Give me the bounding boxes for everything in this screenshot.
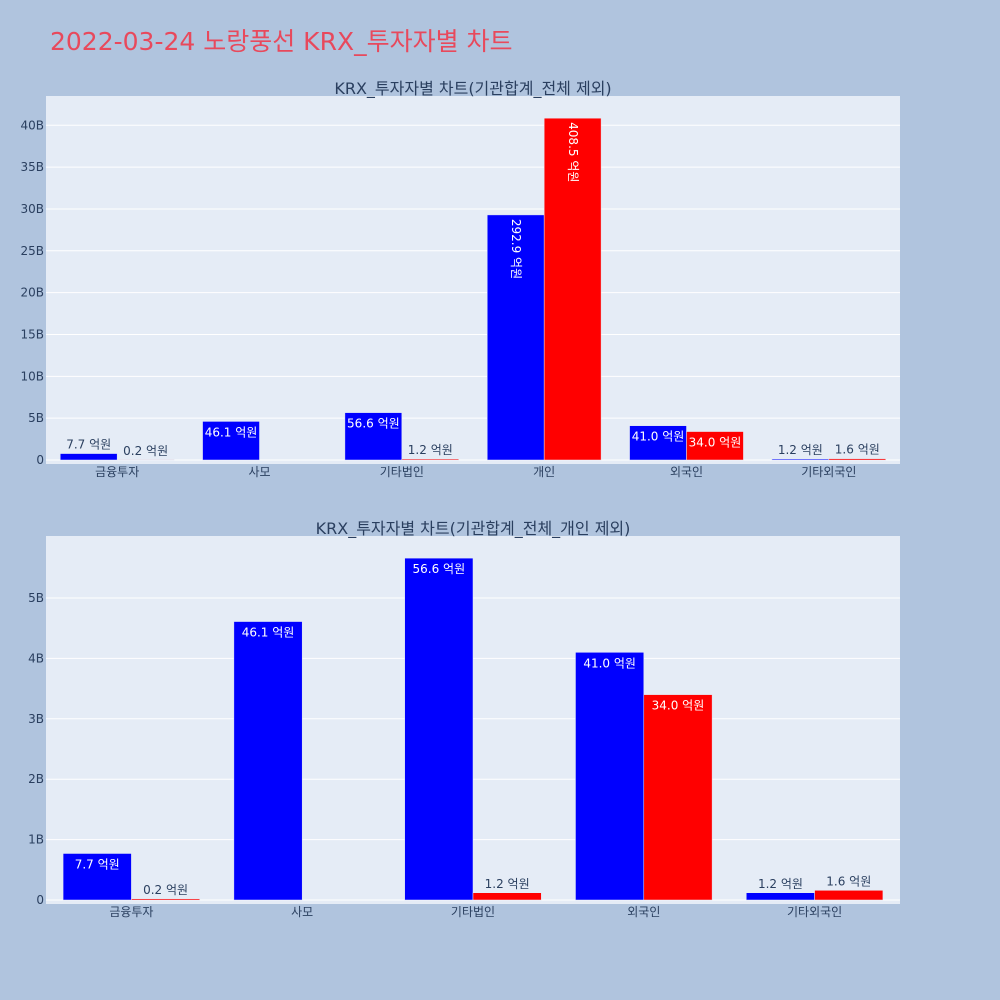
data-label: 1.2 억원 <box>485 877 530 891</box>
y-tick-label: 40B <box>20 118 44 132</box>
y-tick-label: 35B <box>20 160 44 174</box>
bar <box>131 898 200 901</box>
y-tick-label: 3B <box>28 712 44 726</box>
x-tick-label: 외국인 <box>670 465 703 479</box>
data-label: 41.0 억원 <box>632 430 685 444</box>
data-label: 0.2 억원 <box>143 883 188 897</box>
bar <box>686 431 744 461</box>
data-label: 1.2 억원 <box>408 443 453 457</box>
data-label: 7.7 억원 <box>66 438 111 452</box>
y-tick-label: 2B <box>28 772 44 786</box>
y-tick-label: 0 <box>36 453 44 467</box>
x-tick-label: 사모 <box>291 905 313 919</box>
data-label: 46.1 억원 <box>205 425 258 439</box>
x-tick-label: 외국인 <box>627 905 660 919</box>
data-label: 56.6 억원 <box>413 562 466 576</box>
data-label: 292.9 억원 <box>509 219 523 279</box>
bar <box>746 892 815 901</box>
plot-area <box>46 96 900 464</box>
y-tick-label: 15B <box>20 327 44 341</box>
bar <box>486 214 545 461</box>
data-label: 41.0 억원 <box>583 656 636 670</box>
data-label: 56.6 억원 <box>347 417 400 431</box>
chart-1: 0 5B 10B 15B 20B 25B 30B 35B 40B KRX_투자자별 차트(기관합계… <box>20 79 900 479</box>
data-label: 0.2 억원 <box>123 444 168 458</box>
y-tick-label: 0 <box>36 893 44 907</box>
y-tick-label: 4B <box>28 651 44 665</box>
bar <box>404 557 474 901</box>
x-tick-label: 사모 <box>248 465 270 479</box>
x-tick-label: 기타외국인 <box>801 465 856 479</box>
bar <box>59 453 118 461</box>
data-label: 1.2 억원 <box>758 877 803 891</box>
data-label: 1.6 억원 <box>826 874 871 888</box>
chart-title: KRX_투자자별 차트(기관합계_전체 제외) <box>334 79 611 99</box>
page-title: 2022-03-24 노랑풍선 KRX_투자자별 차트 <box>50 27 513 56</box>
bar <box>629 425 687 461</box>
x-tick-label: 기타외국인 <box>787 905 842 919</box>
data-label: 7.7 억원 <box>75 857 120 871</box>
y-tick-label: 20B <box>20 286 44 300</box>
bar <box>233 621 303 901</box>
x-tick-label: 기타법인 <box>380 465 424 479</box>
chart-title: KRX_투자자별 차트(기관합계_전체_개인 제외) <box>316 519 631 539</box>
data-label: 1.6 억원 <box>835 443 880 457</box>
x-tick-label: 금융투자 <box>95 465 139 479</box>
x-tick-label: 기타법인 <box>451 905 495 919</box>
data-label: 34.0 억원 <box>689 436 742 450</box>
bar <box>828 458 887 461</box>
bar <box>401 458 460 461</box>
y-tick-label: 10B <box>20 369 44 383</box>
chart-2: 0 1B 2B 3B 4B 5B KRX_투자자별 차트(기관합계_전체_개인 제외) 금융투… <box>28 519 900 919</box>
bar <box>771 458 830 461</box>
bar <box>472 892 542 901</box>
bar <box>575 652 645 901</box>
y-tick-label: 5B <box>28 591 44 605</box>
y-tick-label: 25B <box>20 244 44 258</box>
data-label: 46.1 억원 <box>242 626 295 640</box>
bar <box>643 694 713 901</box>
y-tick-label: 5B <box>28 411 44 425</box>
bar <box>543 117 602 461</box>
x-tick-label: 금융투자 <box>109 905 153 919</box>
y-tick-label: 1B <box>28 833 44 847</box>
bar <box>344 412 403 461</box>
data-label: 34.0 억원 <box>652 699 705 713</box>
data-label: 408.5 억원 <box>566 122 580 182</box>
data-label: 1.2 억원 <box>778 443 823 457</box>
x-tick-label: 개인 <box>533 465 555 479</box>
bar <box>814 890 884 901</box>
bar <box>202 421 260 461</box>
y-tick-label: 30B <box>20 202 44 216</box>
bar <box>62 853 132 901</box>
